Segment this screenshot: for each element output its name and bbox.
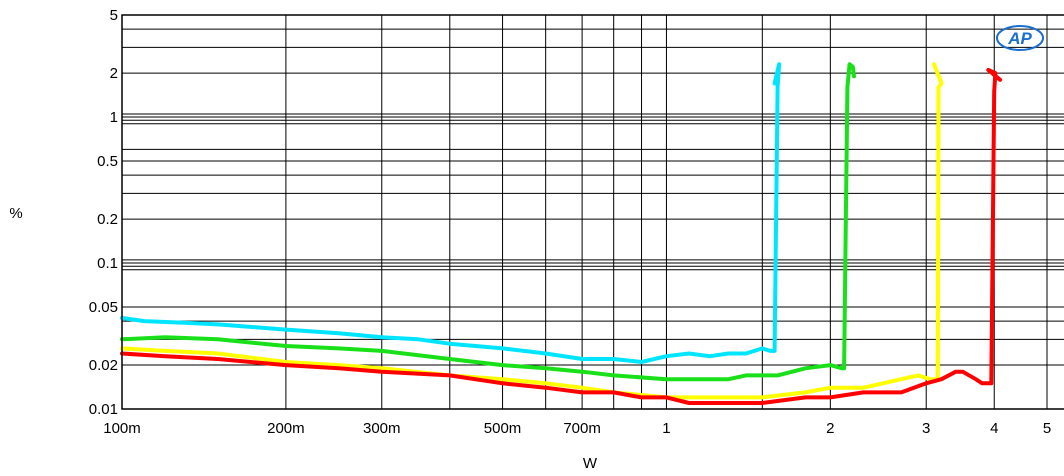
plot-frame — [121, 14, 1064, 410]
x-tick-label: 700m — [563, 420, 601, 437]
y-tick-label: 0.05 — [89, 299, 118, 316]
y-tick-label: 2 — [110, 65, 118, 82]
y-tick-label: 0.5 — [97, 153, 118, 170]
series-line-1 — [120, 62, 782, 364]
grid-minor — [122, 15, 1064, 409]
ap-logo-text: AP — [1007, 29, 1032, 48]
series-layer — [120, 62, 1003, 405]
y-axis-label: % — [9, 205, 22, 222]
y-tick-label: 0.01 — [89, 401, 118, 418]
y-tick-label: 0.02 — [89, 357, 118, 374]
x-tick-label: 3 — [922, 420, 930, 437]
x-tick-label: 4 — [990, 420, 998, 437]
x-tick-label: 5 — [1043, 420, 1051, 437]
x-tick-label: 500m — [484, 420, 522, 437]
x-tick-label: 1 — [662, 420, 670, 437]
y-tick-labels: 0.01 0.02 0.05 0.1 0.2 0.5 1 2 5 — [89, 7, 118, 418]
x-tick-label: 200m — [267, 420, 305, 437]
series-line-2 — [120, 62, 856, 382]
y-tick-label: 0.1 — [97, 255, 118, 272]
grid-major — [122, 15, 1064, 409]
x-axis-label: W — [583, 455, 598, 472]
series-line-3 — [120, 62, 944, 400]
x-tick-label: 2 — [826, 420, 834, 437]
y-tick-label: 1 — [110, 109, 118, 126]
x-tick-labels: 100m 200m 300m 500m 700m 1 2 3 4 5 — [103, 420, 1051, 437]
y-tick-label: 5 — [110, 7, 118, 24]
x-tick-label: 100m — [103, 420, 141, 437]
ap-logo: AP — [996, 25, 1044, 51]
y-tick-label: 0.2 — [97, 211, 118, 228]
x-tick-label: 300m — [363, 420, 401, 437]
series-line-4 — [120, 68, 1003, 405]
